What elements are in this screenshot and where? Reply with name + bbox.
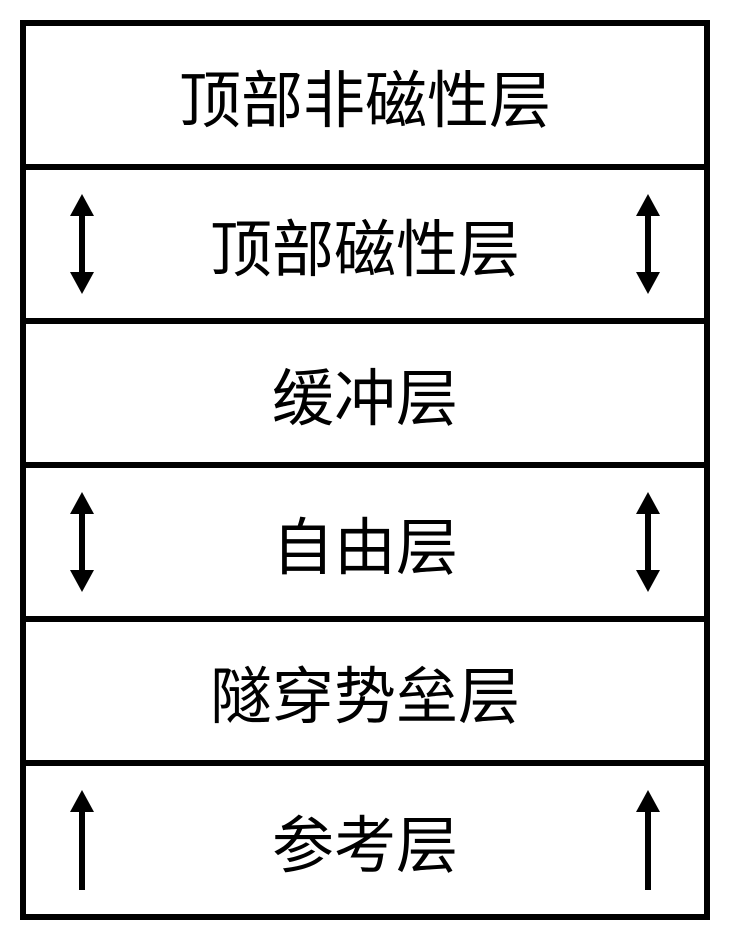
layer-reference: 参考层 [20, 760, 710, 920]
double-arrow-icon [618, 194, 678, 294]
double-arrow-icon [52, 492, 112, 592]
double-arrow-icon [52, 194, 112, 294]
up-arrow-icon [52, 790, 112, 890]
layer-top-magnetic: 顶部磁性层 [20, 164, 710, 318]
layer-stack: 顶部非磁性层 顶部磁性层 缓冲层 [20, 20, 710, 920]
layer-top-nonmagnetic: 顶部非磁性层 [20, 20, 710, 164]
layer-label: 顶部磁性层 [210, 199, 520, 289]
layer-tunnel-barrier: 隧穿势垒层 [20, 616, 710, 760]
layer-label: 缓冲层 [272, 348, 458, 438]
double-arrow-icon [618, 492, 678, 592]
layer-label: 参考层 [272, 795, 458, 885]
up-arrow-icon [618, 790, 678, 890]
layer-buffer: 缓冲层 [20, 318, 710, 462]
layer-label: 隧穿势垒层 [210, 646, 520, 736]
layer-label: 自由层 [272, 497, 458, 587]
layer-free: 自由层 [20, 462, 710, 616]
layer-label: 顶部非磁性层 [179, 50, 551, 140]
